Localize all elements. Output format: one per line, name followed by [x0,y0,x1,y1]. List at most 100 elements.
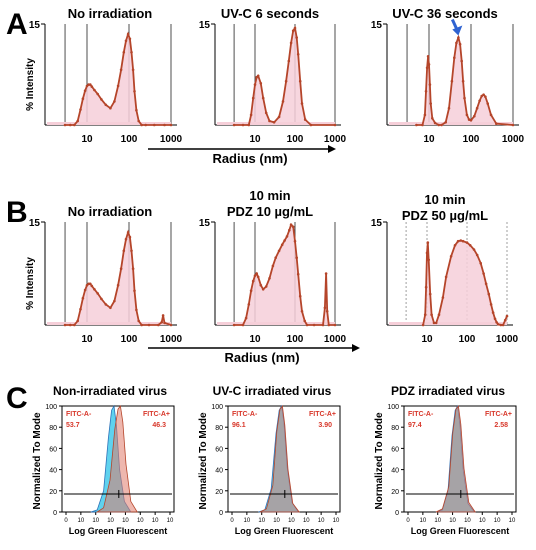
gate-value-neg: 97.4 [408,422,422,429]
x-tick-label-10: 10 [81,334,93,345]
data-point [421,323,425,327]
data-point [456,239,460,243]
data-point [437,313,441,317]
y-tick-label: 100 [387,404,399,411]
dls-chart-4 [211,221,341,327]
y-tick-label: 0 [219,510,223,517]
x-tick-label-10: 10 [249,134,261,145]
data-point [284,79,288,83]
data-point [298,294,302,298]
gate-value-neg: 53.7 [66,422,80,429]
data-point [89,83,92,86]
data-point [119,267,123,271]
data-point [468,244,472,247]
title-b3: 10 min [424,192,465,207]
data-point [126,231,130,234]
distribution-fill [234,224,335,325]
data-point [160,321,163,324]
data-point [113,299,116,303]
data-point [274,256,278,260]
data-point [259,82,263,85]
data-point [241,323,245,327]
data-point [296,53,300,56]
distribution-fill [416,37,513,125]
x-tick-label: 10 [420,518,427,524]
baseline-band [217,322,335,325]
data-point [116,84,120,88]
x-tick-label: 10 [273,518,280,524]
y-tick-label-15: 15 [199,218,211,229]
data-point [73,123,76,127]
y-tick-label-15: 15 [29,218,41,229]
data-point [469,119,473,122]
data-point [482,272,485,275]
peak-arrow-head [452,25,463,36]
data-point [83,89,87,92]
x-tick-label: 10 [137,518,144,524]
data-point [259,283,263,287]
data-point [473,114,476,118]
data-point [73,323,76,327]
data-point [285,235,289,238]
data-point [433,121,437,125]
x-axis-label: Log Green Fluorescent [235,526,334,536]
x-tick-label-100: 100 [459,334,476,345]
data-point [447,106,451,110]
data-point [232,123,236,127]
data-point [63,123,67,127]
subtitle-b2: PDZ 10 µg/mL [227,204,313,219]
data-point [133,289,136,293]
data-point [465,241,469,244]
data-point [93,288,96,291]
gate-value-neg: 96.1 [232,422,246,429]
y-tick-label: 80 [49,425,57,432]
y-tick-label: 80 [215,425,223,432]
data-point [268,277,271,280]
title-a2: UV-C 6 seconds [221,6,319,21]
data-point [83,288,87,292]
baseline-band [389,122,513,125]
x-tick-label: 10 [258,518,265,524]
data-point [303,118,307,121]
panel-letter-a: A [6,8,28,41]
y-tick-label: 100 [211,404,223,411]
data-point [261,96,265,100]
data-point [100,297,103,301]
gate-label-neg: FITC-A- [408,411,434,418]
histogram-series-1 [95,404,138,513]
x-tick-label: 10 [464,518,471,524]
data-point [79,108,82,111]
data-point [249,289,253,293]
data-point [135,108,138,112]
distribution-fill [65,34,171,125]
y-tick-label-15: 15 [29,20,41,31]
y-axis-label: Normalized To Mode [32,412,43,509]
title-c1: Non-irradiated virus [53,384,167,398]
data-point [480,94,484,98]
data-point [511,123,515,127]
data-point [495,122,498,125]
x-tick-label: 10 [434,518,441,524]
data-point [169,323,173,327]
y-axis-label: Normalized To Mode [374,412,385,509]
radius-axis-label-b: Radius (nm) [224,350,299,365]
dls-chart-1 [211,23,341,127]
y-tick-label: 60 [215,446,223,453]
data-point [135,308,138,312]
radius-axis-label-a: Radius (nm) [212,151,287,166]
x-tick-label-100: 100 [121,334,138,345]
data-point [475,106,479,110]
data-point [264,111,268,115]
x-tick-label-100: 100 [463,134,480,145]
data-point [256,275,260,279]
data-point [458,42,462,46]
data-point [256,74,260,78]
data-point [489,113,493,117]
data-point [482,93,485,96]
title-a1: No irradiation [68,6,153,21]
data-point [253,83,257,86]
data-point [113,100,116,103]
x-tick-label: 0 [64,518,68,524]
